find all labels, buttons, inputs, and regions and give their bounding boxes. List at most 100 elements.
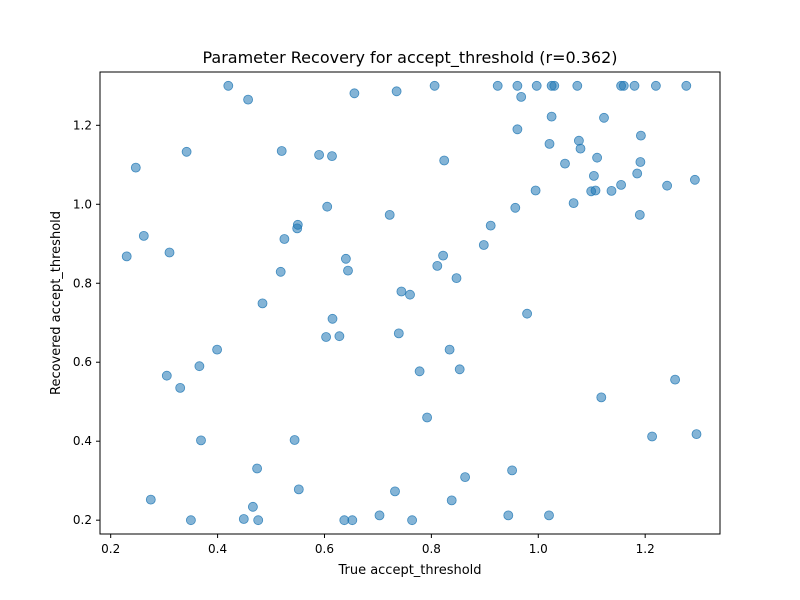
data-point [429, 80, 440, 91]
data-point [238, 514, 249, 524]
data-point [512, 80, 523, 91]
y-axis-ticks: 0.2 0.4 0.6 0.8 1.0 1.2 [73, 118, 100, 527]
data-point [636, 130, 646, 141]
data-point [374, 510, 385, 521]
data-point [340, 253, 351, 264]
data-point [257, 298, 268, 309]
data-point [347, 515, 358, 526]
data-point [510, 202, 521, 213]
data-point [253, 515, 264, 526]
data-point [276, 146, 287, 156]
data-point [334, 331, 345, 342]
data-point [432, 260, 443, 271]
data-point [439, 155, 450, 166]
data-point [589, 170, 599, 181]
data-points [121, 80, 702, 526]
data-point [327, 313, 338, 324]
data-point [575, 143, 586, 154]
data-point [175, 382, 186, 393]
y-tick-label: 0.6 [73, 355, 92, 369]
data-point [635, 157, 646, 167]
data-point [275, 266, 286, 277]
y-axis-label: Recovered accept_threshold [49, 211, 64, 395]
data-point [321, 332, 332, 342]
x-axis-ticks: 0.2 0.4 0.6 0.8 1.0 1.2 [101, 534, 655, 556]
x-axis-label: True accept_threshold [337, 563, 481, 578]
data-point [252, 463, 263, 474]
data-point [247, 501, 258, 512]
data-point [616, 179, 626, 190]
data-point [293, 484, 304, 495]
data-point [407, 515, 418, 526]
data-point [531, 80, 542, 91]
data-point [599, 112, 609, 123]
data-point [478, 240, 489, 250]
data-point [279, 234, 290, 244]
data-point [651, 80, 661, 91]
data-point [292, 223, 303, 234]
data-point [460, 472, 471, 483]
data-point [121, 251, 132, 262]
y-tick-label: 1.2 [73, 118, 92, 132]
data-point [530, 185, 541, 196]
data-point [560, 158, 570, 169]
x-tick-label: 0.8 [422, 542, 441, 556]
y-tick-label: 0.8 [73, 276, 92, 290]
data-point [196, 435, 206, 446]
data-point [632, 168, 643, 179]
data-point [322, 201, 333, 212]
data-point [327, 151, 337, 162]
chart-title: Parameter Recovery for accept_threshold … [202, 48, 617, 68]
y-tick-label: 1.0 [73, 197, 92, 211]
data-point [138, 230, 149, 241]
data-point [681, 80, 692, 91]
data-point [212, 344, 223, 355]
data-point [572, 80, 583, 91]
data-point [194, 361, 205, 372]
data-point [243, 94, 254, 105]
data-point [181, 146, 192, 157]
data-point [546, 111, 557, 122]
data-point [444, 344, 455, 355]
data-point [164, 247, 175, 258]
data-point [393, 328, 404, 339]
data-point [544, 138, 555, 149]
data-point [343, 265, 353, 276]
data-point [405, 289, 415, 300]
data-point [690, 174, 700, 185]
plot-area-frame [99, 71, 721, 535]
data-point [492, 80, 503, 91]
data-point [130, 162, 141, 173]
x-tick-label: 0.2 [101, 542, 120, 556]
data-point [606, 185, 617, 196]
data-point [516, 92, 527, 102]
data-point [691, 429, 702, 440]
y-tick-label: 0.2 [73, 513, 92, 527]
data-point [391, 86, 402, 97]
data-point [185, 515, 196, 526]
data-point [596, 392, 607, 403]
data-point [618, 80, 629, 91]
x-tick-label: 0.4 [208, 542, 227, 556]
x-tick-label: 0.6 [315, 542, 334, 556]
data-point [446, 495, 457, 506]
data-point [634, 209, 645, 220]
y-tick-label: 0.4 [73, 434, 92, 448]
data-point [161, 370, 172, 381]
data-point [145, 494, 156, 505]
data-point [574, 135, 584, 146]
data-point [451, 273, 462, 284]
data-point [512, 124, 523, 135]
data-point [314, 149, 325, 160]
data-point [590, 185, 601, 196]
data-point [549, 80, 560, 91]
data-point [662, 180, 672, 191]
data-point [438, 250, 449, 261]
data-point [670, 374, 680, 385]
data-point [454, 364, 465, 375]
data-point [522, 308, 532, 319]
data-point [629, 80, 640, 91]
x-tick-label: 1.2 [636, 542, 655, 556]
